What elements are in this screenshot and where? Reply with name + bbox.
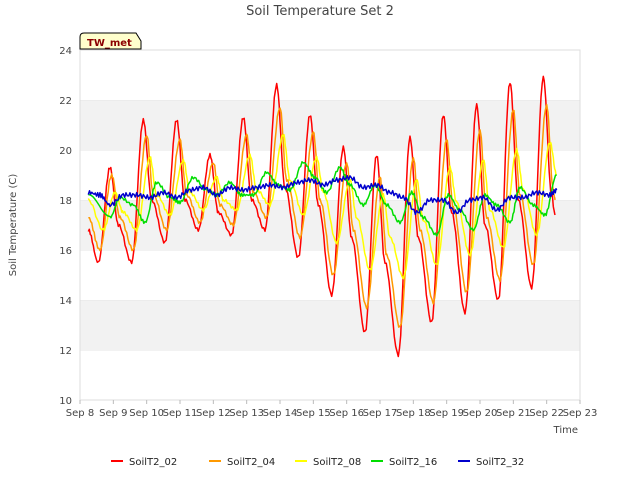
y-tick-label: 16 — [59, 246, 72, 257]
grid-band — [80, 50, 580, 100]
badge-label: TW_met — [87, 38, 132, 49]
y-tick-label: 10 — [59, 396, 72, 407]
x-tick-label: Sep 22 — [529, 408, 564, 419]
grid-band — [80, 100, 580, 150]
x-axis-label: Time — [553, 425, 578, 436]
plot-frame — [79, 49, 581, 401]
station-badge: TW_met — [79, 32, 142, 50]
legend-label: SoilT2_04 — [227, 457, 275, 468]
x-tick-label: Sep 12 — [196, 408, 231, 419]
x-tick-label: Sep 13 — [229, 408, 264, 419]
y-tick-label: 22 — [59, 96, 72, 107]
badge-shape — [79, 32, 142, 50]
y-tick-label: 14 — [59, 296, 72, 307]
series-line-soilt2-04 — [88, 103, 556, 328]
y-tick-label: 20 — [59, 146, 72, 157]
legend-label: SoilT2_02 — [129, 457, 177, 468]
series-line-soilt2-32 — [87, 175, 558, 216]
x-tick-label: Sep 10 — [129, 408, 164, 419]
x-tick-label: Sep 9 — [99, 408, 127, 419]
x-tick-label: Sep 19 — [429, 408, 464, 419]
x-tick-label: Sep 14 — [263, 408, 298, 419]
legend-label: SoilT2_32 — [476, 457, 524, 468]
legend-label: SoilT2_08 — [313, 457, 361, 468]
x-tick-label: Sep 11 — [163, 408, 198, 419]
grid-band — [80, 350, 580, 400]
grid-band — [80, 300, 580, 350]
y-tick-label: 24 — [59, 46, 72, 57]
chart-title: Soil Temperature Set 2 — [246, 4, 394, 19]
y-axis-label: Soil Temperature (C) — [8, 174, 19, 277]
x-tick-label: Sep 16 — [329, 408, 364, 419]
x-tick-label: Sep 15 — [296, 408, 331, 419]
x-tick-label: Sep 21 — [496, 408, 531, 419]
x-tick-label: Sep 8 — [66, 408, 94, 419]
y-tick-label: 18 — [59, 196, 72, 207]
y-axis-ticks: 10 12 14 16 18 20 22 24 — [59, 46, 72, 407]
series-lines — [87, 75, 558, 358]
series-line-soilt2-08 — [87, 133, 557, 280]
y-tick-label: 12 — [59, 346, 72, 357]
series-line-soilt2-02 — [87, 75, 556, 358]
legend-label: SoilT2_16 — [389, 457, 437, 468]
x-tick-label: Sep 18 — [396, 408, 431, 419]
legend: SoilT2_02 SoilT2_04 SoilT2_08 SoilT2_16 Soil… — [111, 457, 524, 468]
x-tick-label: Sep 20 — [463, 408, 498, 419]
x-tick-label: Sep 17 — [363, 408, 398, 419]
x-tick-label: Sep 23 — [563, 408, 598, 419]
